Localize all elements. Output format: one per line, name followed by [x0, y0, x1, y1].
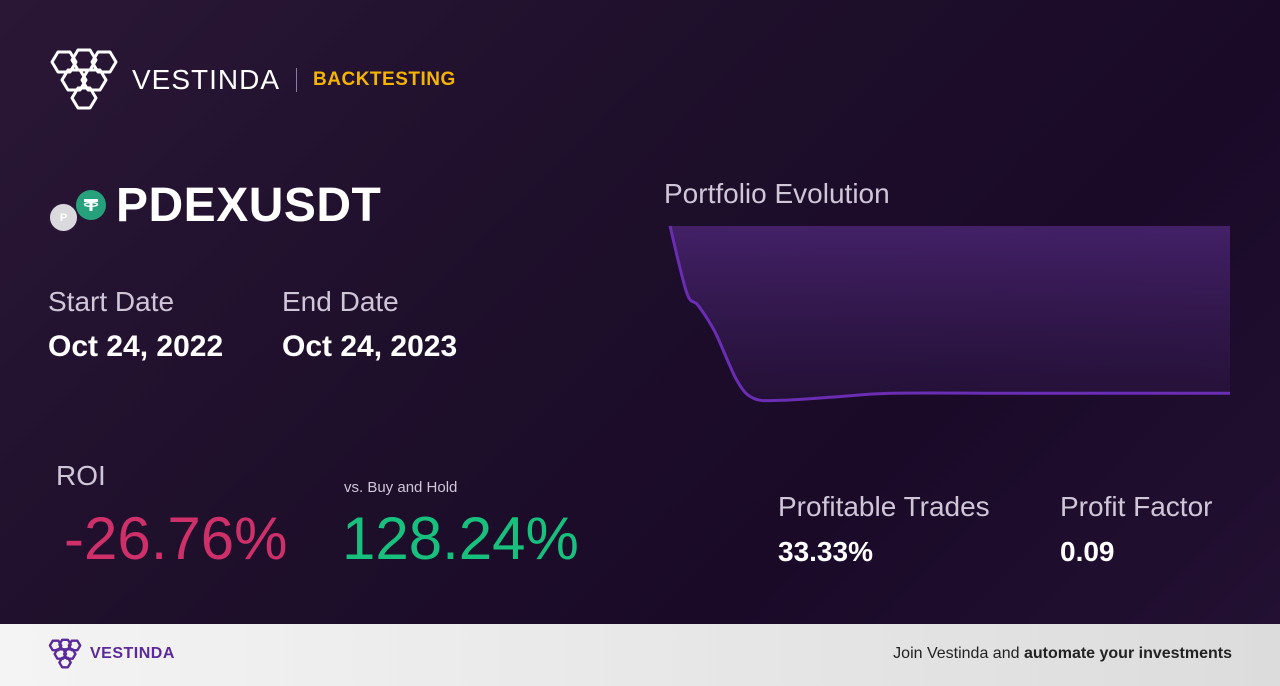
- footer-cta-prefix: Join Vestinda and: [893, 645, 1024, 662]
- buy-hold-label: vs. Buy and Hold: [344, 479, 458, 496]
- footer-cta[interactable]: Join Vestinda and automate your investme…: [893, 645, 1232, 663]
- vestinda-logo-icon: [50, 48, 118, 110]
- footer-logo[interactable]: VESTINDA: [48, 638, 175, 670]
- chart-area-fill: [670, 226, 1230, 401]
- footer-bar: VESTINDA Join Vestinda and automate your…: [0, 624, 1280, 686]
- tether-symbol-icon: [83, 199, 99, 211]
- profitable-trades-label: Profitable Trades: [778, 491, 990, 522]
- footer-vestinda-logo-icon: [48, 638, 82, 669]
- start-date-label: Start Date: [48, 286, 175, 317]
- pdex-coin-letter: P: [59, 211, 68, 224]
- end-date-label: End Date: [282, 286, 399, 317]
- pair-symbol: PDEXUSDT: [116, 179, 382, 232]
- brand-logo[interactable]: VESTINDA BACKTESTING: [48, 48, 456, 112]
- portfolio-chart: [668, 225, 1230, 403]
- brand-tagline: BACKTESTING: [313, 69, 456, 90]
- buy-hold-value: 128.24%: [342, 505, 579, 572]
- roi-label: ROI: [56, 460, 106, 491]
- pdex-coin-icon: P: [48, 202, 79, 233]
- profitable-trades-value: 33.33%: [778, 536, 873, 567]
- pair-icons: P: [48, 190, 108, 234]
- footer-cta-bold: automate your investments: [1023, 645, 1232, 662]
- profit-factor-label: Profit Factor: [1060, 491, 1213, 522]
- backtest-card: VESTINDA BACKTESTING P PDEXUSDT Start Da…: [0, 0, 1280, 624]
- brand-name: VESTINDA: [132, 64, 281, 95]
- profit-factor-value: 0.09: [1060, 536, 1115, 567]
- brand-divider: [296, 68, 298, 92]
- tether-coin-icon: [76, 190, 106, 220]
- roi-value: -26.76%: [64, 505, 288, 572]
- end-date-value: Oct 24, 2023: [282, 330, 458, 363]
- chart-series-line: [668, 225, 1230, 403]
- footer-brand-name: VESTINDA: [90, 645, 175, 662]
- start-date-value: Oct 24, 2022: [48, 330, 224, 363]
- chart-title: Portfolio Evolution: [664, 178, 890, 209]
